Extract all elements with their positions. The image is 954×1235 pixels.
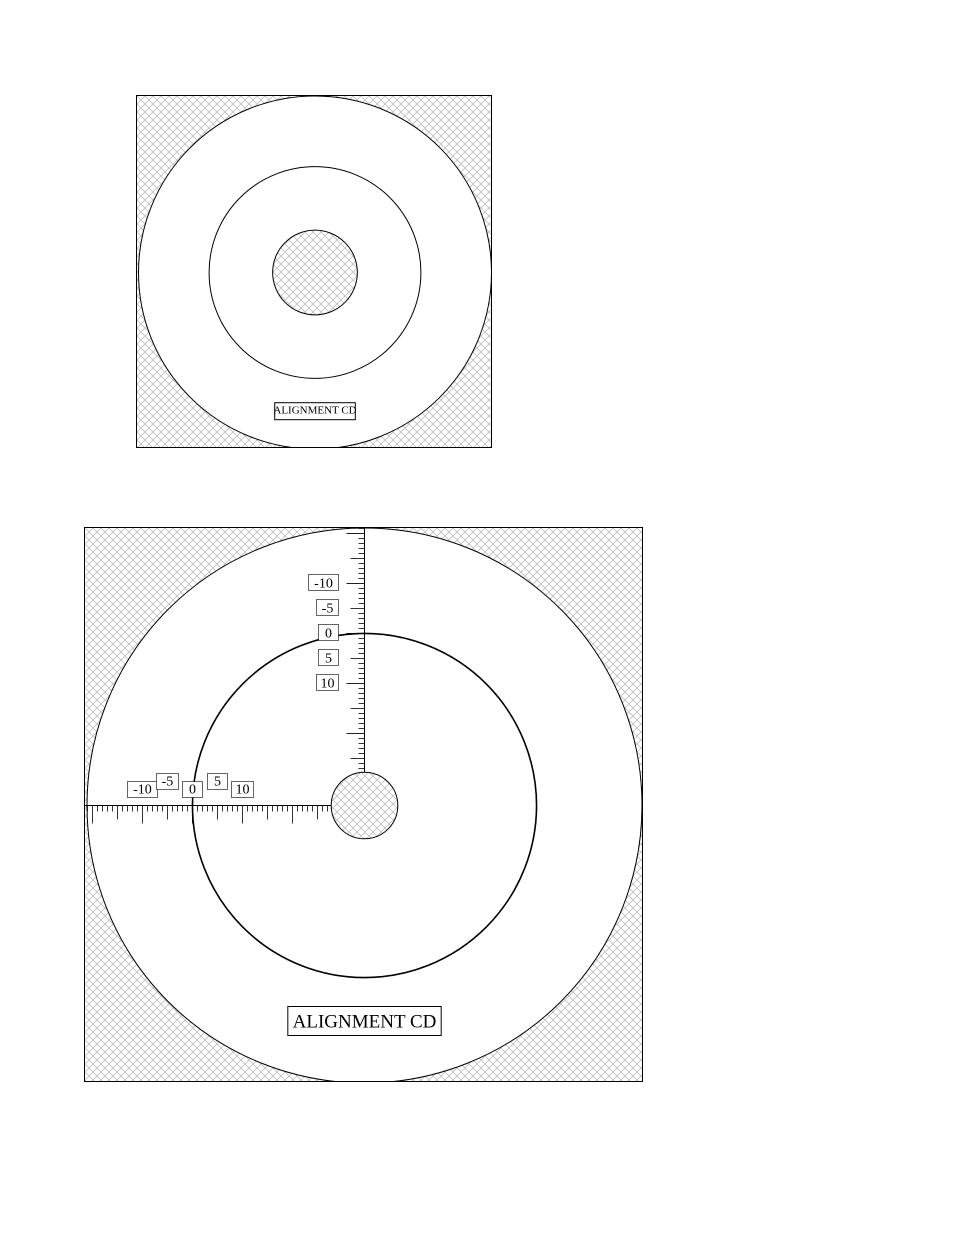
page: ALIGNMENT CD -10 -5 0 5 10 -10 -5 0 5 10 ALIGNMENT…	[0, 0, 954, 1235]
alignment-cd-label: ALIGNMENT CD	[293, 1012, 437, 1033]
h-ruler-label: -10	[133, 783, 152, 798]
v-ruler-label: 5	[325, 651, 332, 666]
h-ruler-label: 0	[189, 783, 196, 798]
h-ruler-label: 5	[214, 775, 221, 790]
alignment-cd-label: ALIGNMENT CD	[273, 405, 356, 417]
v-ruler-label: 0	[325, 626, 332, 641]
v-ruler-label: -10	[314, 576, 333, 591]
alignment-cd-figure-small: ALIGNMENT CD	[136, 95, 492, 448]
h-ruler-label: 10	[235, 783, 249, 798]
alignment-cd-figure-large: -10 -5 0 5 10 -10 -5 0 5 10 ALIGNMENT CD	[84, 527, 643, 1082]
h-ruler-label: -5	[162, 775, 174, 790]
v-ruler-label: -5	[322, 601, 334, 616]
v-ruler-label: 10	[321, 676, 335, 691]
